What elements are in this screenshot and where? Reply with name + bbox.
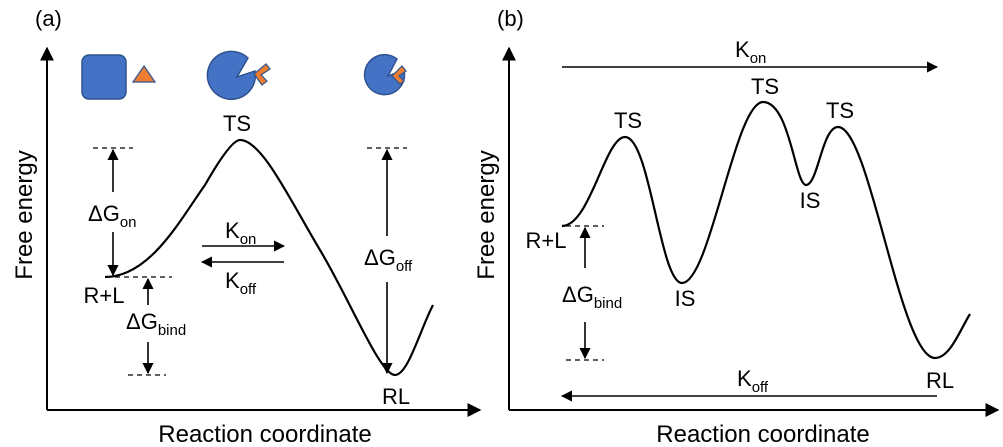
ligand-icon — [253, 63, 271, 86]
state-label: R+L — [526, 228, 567, 253]
energy-curve — [561, 100, 971, 360]
ligand-icon — [131, 64, 157, 83]
rate-label: Kon — [735, 37, 766, 67]
energy-label: ΔGbind — [126, 309, 186, 339]
x-axis-label: Reaction coordinate — [158, 421, 371, 447]
state-label: IS — [800, 188, 821, 213]
energy-label: ΔGbind — [562, 282, 622, 312]
state-label: R+L — [84, 283, 125, 308]
panel-label: (b) — [497, 6, 524, 31]
state-label: IS — [675, 286, 696, 311]
state-label: RL — [926, 368, 954, 393]
state-label: TS — [614, 108, 642, 133]
y-axis-label: Free energy — [473, 150, 500, 279]
rate-label: Koff — [737, 366, 769, 396]
state-label: RL — [382, 384, 410, 409]
complex-icon — [363, 53, 406, 96]
rate-label: Kon — [225, 218, 256, 248]
energy-label: ΔGoff — [364, 245, 413, 275]
x-axis-label: Reaction coordinate — [656, 421, 869, 447]
y-axis-label: Free energy — [11, 150, 38, 279]
state-label: TS — [826, 98, 854, 123]
panel-b: (b) Free energy Reaction coordinate TS T… — [473, 6, 1000, 447]
receptor-icon — [81, 54, 127, 100]
energy-curve — [104, 138, 434, 377]
ligand-icon — [391, 65, 407, 85]
energy-label: ΔGon — [88, 201, 137, 231]
receptor-icon — [206, 50, 257, 101]
panel-a: (a) Free energy Reaction coordinate TS R… — [11, 6, 482, 447]
state-label: TS — [223, 111, 251, 136]
state-label: TS — [751, 74, 779, 99]
panel-label: (a) — [35, 6, 62, 31]
rate-label: Koff — [225, 268, 257, 298]
